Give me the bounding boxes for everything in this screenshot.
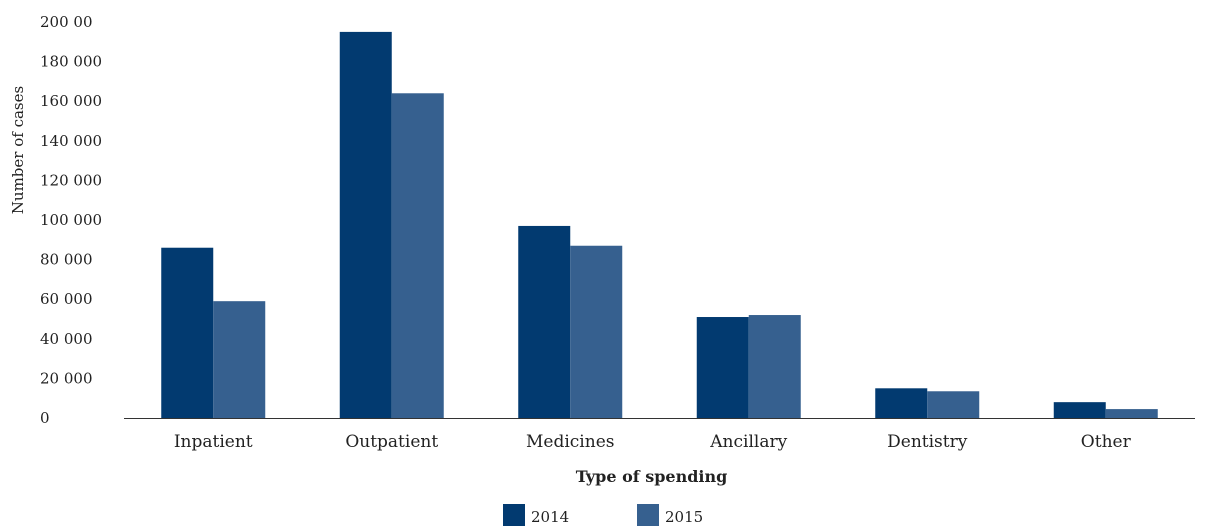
- x-axis-title: Type of spending: [576, 467, 728, 486]
- bars: [161, 31, 1158, 419]
- legend-swatch: [503, 504, 525, 526]
- bar-2015-inpatient: [213, 301, 266, 418]
- x-tick-label: Ancillary: [709, 432, 787, 452]
- bar-2014-ancillary: [696, 317, 749, 418]
- y-tick-label: 20 000: [40, 369, 93, 387]
- legend-label: 2015: [665, 508, 703, 526]
- legend: 2014 2015: [503, 504, 703, 526]
- y-tick-label: 0: [40, 409, 50, 427]
- y-axis-ticks: 0 20 000 40 000 60 000 80 000 100 000 120 000 1…: [40, 13, 102, 427]
- x-tick-label: Other: [1081, 432, 1132, 452]
- y-tick-label: 60 000: [40, 290, 93, 308]
- bar-2014-inpatient: [161, 247, 214, 418]
- y-tick-label: 120 000: [40, 171, 102, 189]
- x-tick-label: Outpatient: [345, 432, 438, 452]
- bar-2015-other: [1105, 409, 1158, 418]
- bar-2015-ancillary: [748, 315, 801, 418]
- bar-2015-dentistry: [927, 391, 980, 418]
- y-tick-label: 140 000: [40, 132, 102, 150]
- bar-2014-dentistry: [875, 388, 928, 418]
- legend-item-2015: 2015: [637, 504, 703, 526]
- x-axis-labels: Inpatient Outpatient Medicines Ancillary Den…: [174, 432, 1132, 452]
- bar-2014-medicines: [518, 225, 571, 418]
- x-tick-label: Inpatient: [174, 432, 253, 452]
- y-tick-label: 200 00: [40, 13, 93, 31]
- y-tick-label: 40 000: [40, 330, 93, 348]
- y-tick-label: 160 000: [40, 92, 102, 110]
- x-tick-label: Dentistry: [887, 432, 968, 452]
- y-tick-label: 100 000: [40, 211, 102, 229]
- legend-item-2014: 2014: [503, 504, 569, 526]
- legend-swatch: [637, 504, 659, 526]
- bar-2014-other: [1053, 402, 1106, 418]
- y-tick-label: 180 000: [40, 53, 102, 71]
- x-tick-label: Medicines: [526, 432, 614, 452]
- legend-label: 2014: [531, 508, 569, 526]
- y-tick-label: 80 000: [40, 251, 93, 269]
- bar-2015-outpatient: [391, 93, 444, 418]
- bar-2015-medicines: [570, 245, 623, 418]
- bar-2014-outpatient: [339, 31, 392, 419]
- y-axis-title: Number of cases: [9, 86, 27, 214]
